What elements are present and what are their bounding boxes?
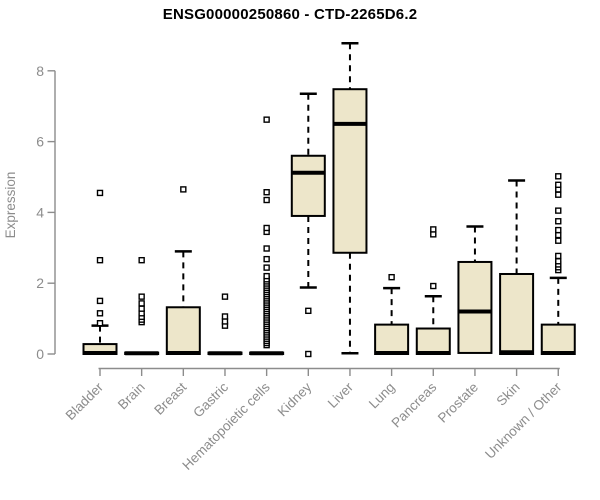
outlier-point: [263, 255, 270, 263]
x-tick-label: Bladder: [63, 379, 107, 423]
outlier-point: [263, 272, 270, 280]
outlier-point: [138, 256, 145, 264]
x-tick-label: Kidney: [275, 379, 315, 419]
box-rect: [374, 323, 410, 356]
box-group: [332, 41, 368, 355]
outlier-point: [138, 305, 145, 312]
y-tick-label: 4: [36, 204, 44, 220]
box-group: [207, 293, 243, 356]
box-rect: [332, 88, 368, 254]
box-rect: [165, 306, 201, 356]
box-group: [124, 256, 160, 356]
x-tick-label: Liver: [325, 379, 357, 411]
x-tick-label: Pancreas: [388, 379, 439, 430]
box-rect: [290, 154, 326, 217]
outlier-point: [555, 173, 562, 180]
box-group: [165, 186, 201, 356]
outlier-point: [138, 293, 145, 300]
outlier-point: [221, 318, 229, 325]
outlier-point: [555, 252, 562, 260]
outlier-point: [180, 186, 187, 193]
box-rect: [415, 327, 451, 355]
y-axis: 0 2 4 6 8 Expression: [3, 63, 56, 362]
outlier-point: [221, 313, 229, 320]
box-rect: [540, 323, 576, 356]
outlier-point: [263, 245, 270, 252]
outlier-point: [263, 264, 270, 271]
outlier-point: [388, 273, 395, 281]
outlier-point: [555, 258, 562, 265]
x-tick-label: Brain: [115, 380, 148, 413]
y-axis-title: Expression: [3, 172, 18, 239]
box-rect: [457, 260, 493, 354]
box-group: [249, 116, 285, 356]
outlier-point: [555, 218, 562, 225]
box-group: [82, 189, 118, 356]
x-tick-label: Skin: [494, 380, 523, 409]
outlier-point: [555, 207, 562, 214]
outlier-point: [96, 320, 104, 327]
outlier-point: [263, 116, 270, 123]
x-tick-label: Lung: [366, 380, 398, 412]
box-group: [457, 225, 493, 354]
y-tick-label: 8: [36, 63, 44, 79]
box-rect: [499, 272, 535, 355]
outlier-point: [555, 226, 562, 234]
outlier-point: [555, 181, 562, 188]
outlier-point: [555, 237, 562, 244]
outlier-point: [96, 297, 104, 305]
outlier-point: [96, 310, 104, 317]
box-group: [290, 92, 326, 358]
x-tick-label: Breast: [151, 379, 189, 417]
y-tick-label: 6: [36, 134, 44, 150]
box-group: [415, 226, 451, 355]
outlier-point: [138, 300, 145, 307]
box-group: [499, 179, 535, 355]
chart-title: ENSG00000250860 - CTD-2265D6.2: [162, 6, 418, 23]
outlier-point: [555, 191, 562, 198]
x-tick-label: Gastric: [190, 379, 231, 420]
outlier-point: [96, 189, 104, 197]
outlier-point: [430, 231, 437, 238]
y-tick-label: 2: [36, 275, 44, 291]
outlier-point: [430, 226, 437, 233]
outlier-point: [263, 189, 270, 196]
outlier-point: [263, 196, 270, 204]
outlier-point: [305, 307, 312, 315]
outlier-point: [221, 293, 229, 300]
x-tick-label: Unknown / Other: [482, 379, 565, 462]
y-tick-label: 0: [36, 346, 44, 362]
box-group: [540, 173, 576, 356]
box-group: [374, 273, 410, 356]
x-tick-label: Prostate: [435, 380, 481, 426]
outlier-point: [96, 256, 104, 264]
outlier-point: [305, 350, 312, 358]
outlier-point: [555, 231, 562, 239]
outlier-point: [430, 282, 437, 290]
outlier-point: [263, 224, 270, 232]
